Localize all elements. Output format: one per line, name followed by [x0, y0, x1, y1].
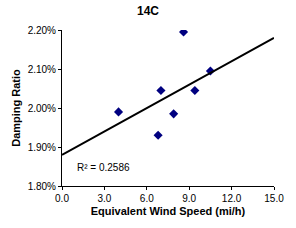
- svg-text:6.0: 6.0: [140, 193, 154, 204]
- svg-text:2.20%: 2.20%: [28, 25, 56, 36]
- svg-text:1.90%: 1.90%: [28, 142, 56, 153]
- svg-text:2.00%: 2.00%: [28, 103, 56, 114]
- svg-text:3.0: 3.0: [97, 193, 111, 204]
- svg-text:2.10%: 2.10%: [28, 64, 56, 75]
- svg-text:1.80%: 1.80%: [28, 181, 56, 192]
- svg-text:R² = 0.2586: R² = 0.2586: [77, 162, 130, 173]
- svg-text:14C: 14C: [137, 4, 159, 18]
- svg-text:12.0: 12.0: [222, 193, 242, 204]
- svg-text:0.0: 0.0: [55, 193, 69, 204]
- svg-text:15.0: 15.0: [264, 193, 284, 204]
- svg-text:Damping Ratio: Damping Ratio: [10, 69, 22, 147]
- svg-text:9.0: 9.0: [182, 193, 196, 204]
- svg-text:Equivalent Wind Speed (mi/h): Equivalent Wind Speed (mi/h): [91, 205, 246, 217]
